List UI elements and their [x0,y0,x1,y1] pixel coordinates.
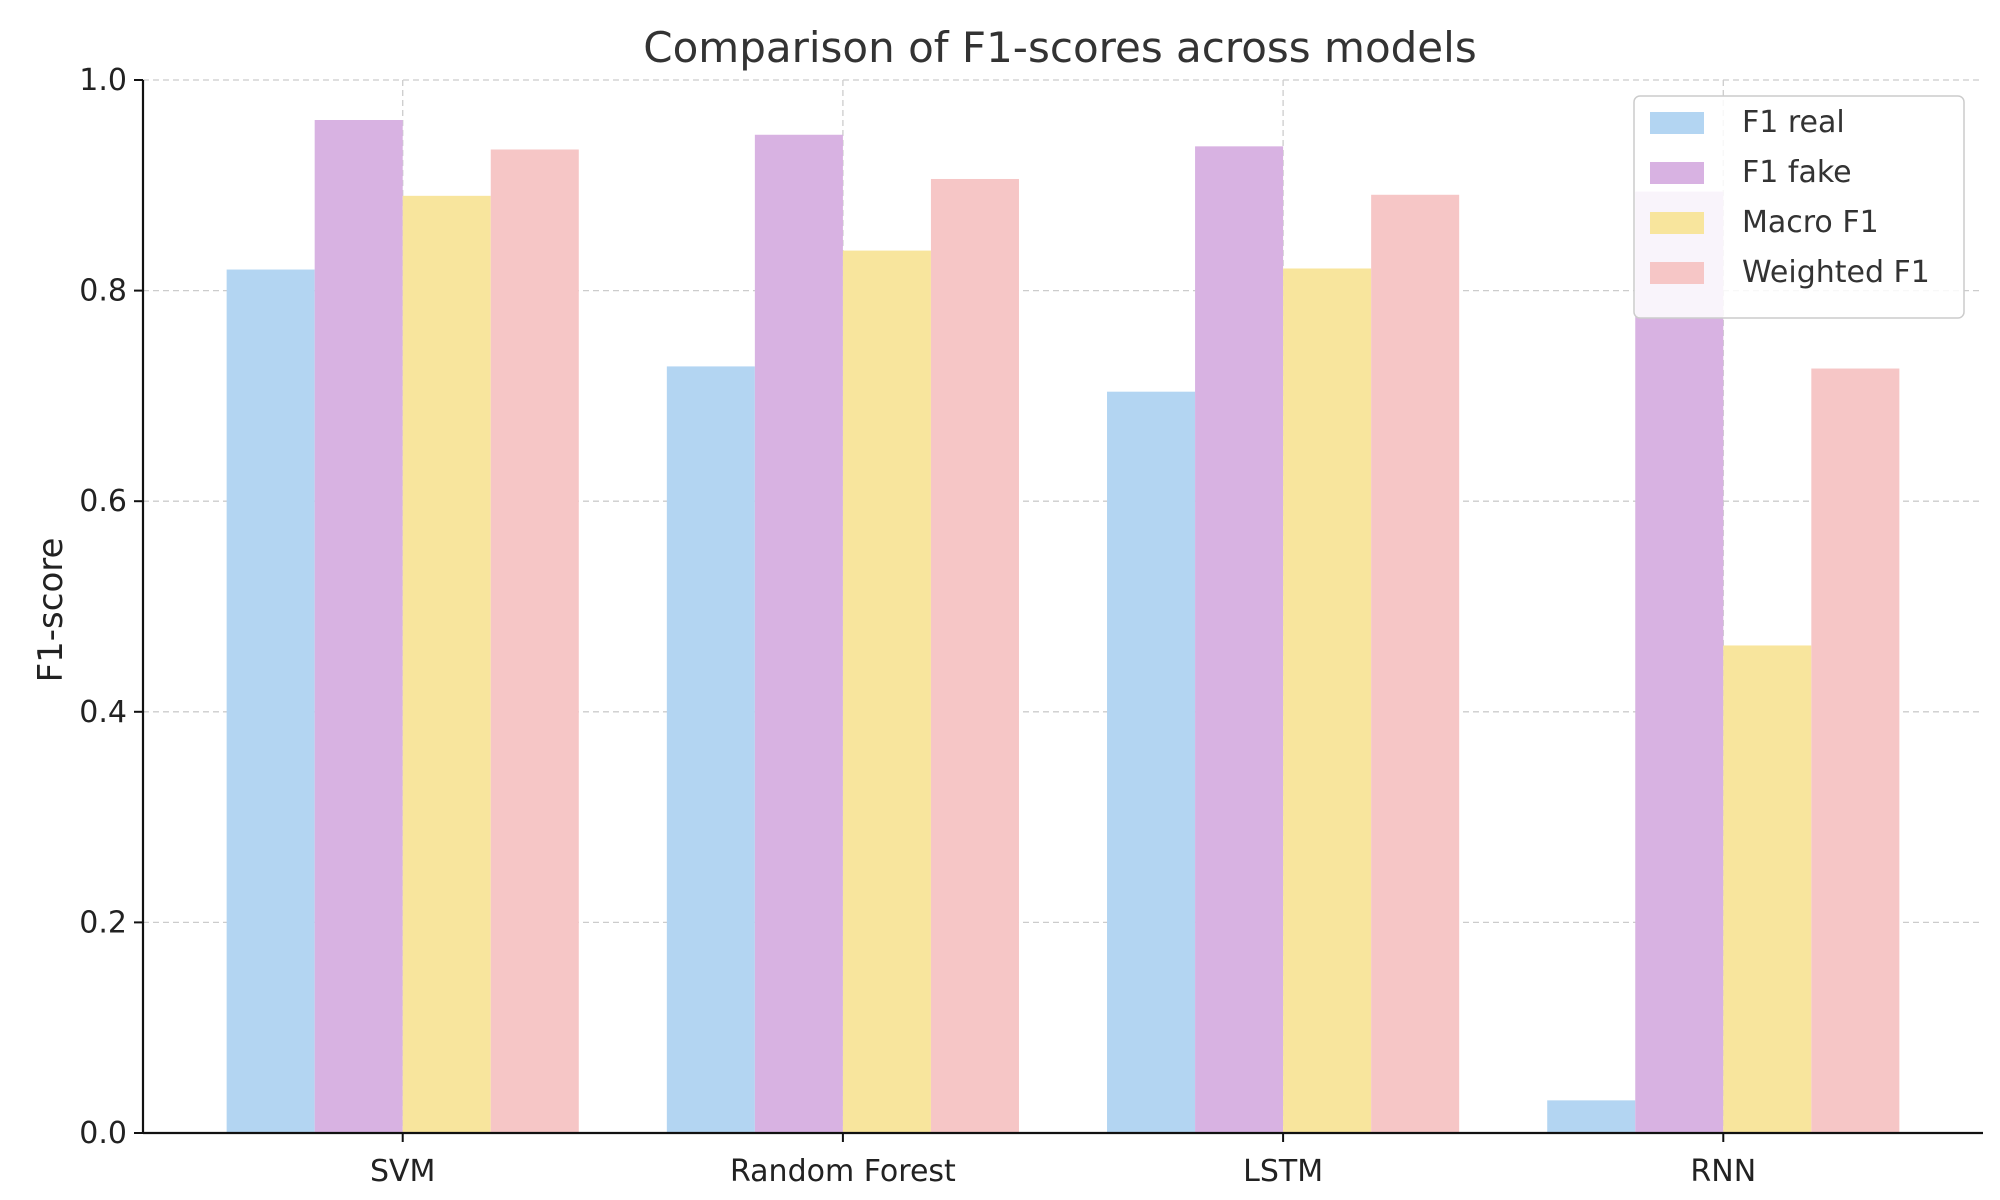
bar-macro-f1-svm [402,195,491,1133]
legend-swatch [1650,262,1704,284]
legend: F1 real F1 fake Macro F1 Weighted F1 [1633,95,1965,319]
x-tick-label: LSTM [1243,1154,1323,1189]
bar-weighted-f1-random-forest [930,178,1019,1133]
legend-label: Weighted F1 [1742,255,1930,290]
bar-macro-f1-lstm [1283,268,1372,1133]
legend-swatch [1650,112,1704,134]
axes: 0.0 0.2 0.4 0.6 0.8 1.0 SVM Random Forest LSTM RN… [79,63,1983,1189]
y-tick-label: 0.2 [79,905,127,940]
y-tick-label: 1.0 [79,63,127,98]
x-tick-label: SVM [370,1154,435,1189]
y-tick-label: 0.8 [79,274,127,309]
x-tick-label: Random Forest [730,1154,956,1189]
bar-weighted-f1-rnn [1811,368,1900,1134]
bar-f1-fake-random-forest [754,134,843,1134]
legend-swatch [1650,162,1704,184]
bar-f1-fake-svm [314,120,403,1134]
legend-box [1633,95,1965,319]
x-tick-label: RNN [1690,1154,1756,1189]
bars [226,120,1900,1134]
bar-f1-real-rnn [1547,1100,1636,1133]
legend-label: F1 fake [1742,155,1852,190]
bar-f1-real-random-forest [666,366,755,1133]
y-axis-label: F1-score [31,538,71,683]
bar-macro-f1-random-forest [842,250,931,1133]
legend-label: F1 real [1742,105,1845,140]
bar-f1-fake-rnn [1635,191,1724,1134]
bar-weighted-f1-lstm [1371,194,1460,1134]
bar-f1-real-svm [226,269,315,1133]
bar-f1-real-lstm [1107,391,1196,1133]
chart-title: Comparison of F1-scores across models [643,23,1476,72]
y-tick-label: 0.0 [79,1116,127,1151]
bar-weighted-f1-svm [490,149,579,1134]
y-tick-label: 0.4 [79,695,127,730]
bar-macro-f1-rnn [1723,645,1812,1133]
bar-f1-fake-lstm [1195,146,1284,1134]
legend-label: Macro F1 [1742,205,1879,240]
y-tick-label: 0.6 [79,484,127,519]
legend-swatch [1650,212,1704,234]
